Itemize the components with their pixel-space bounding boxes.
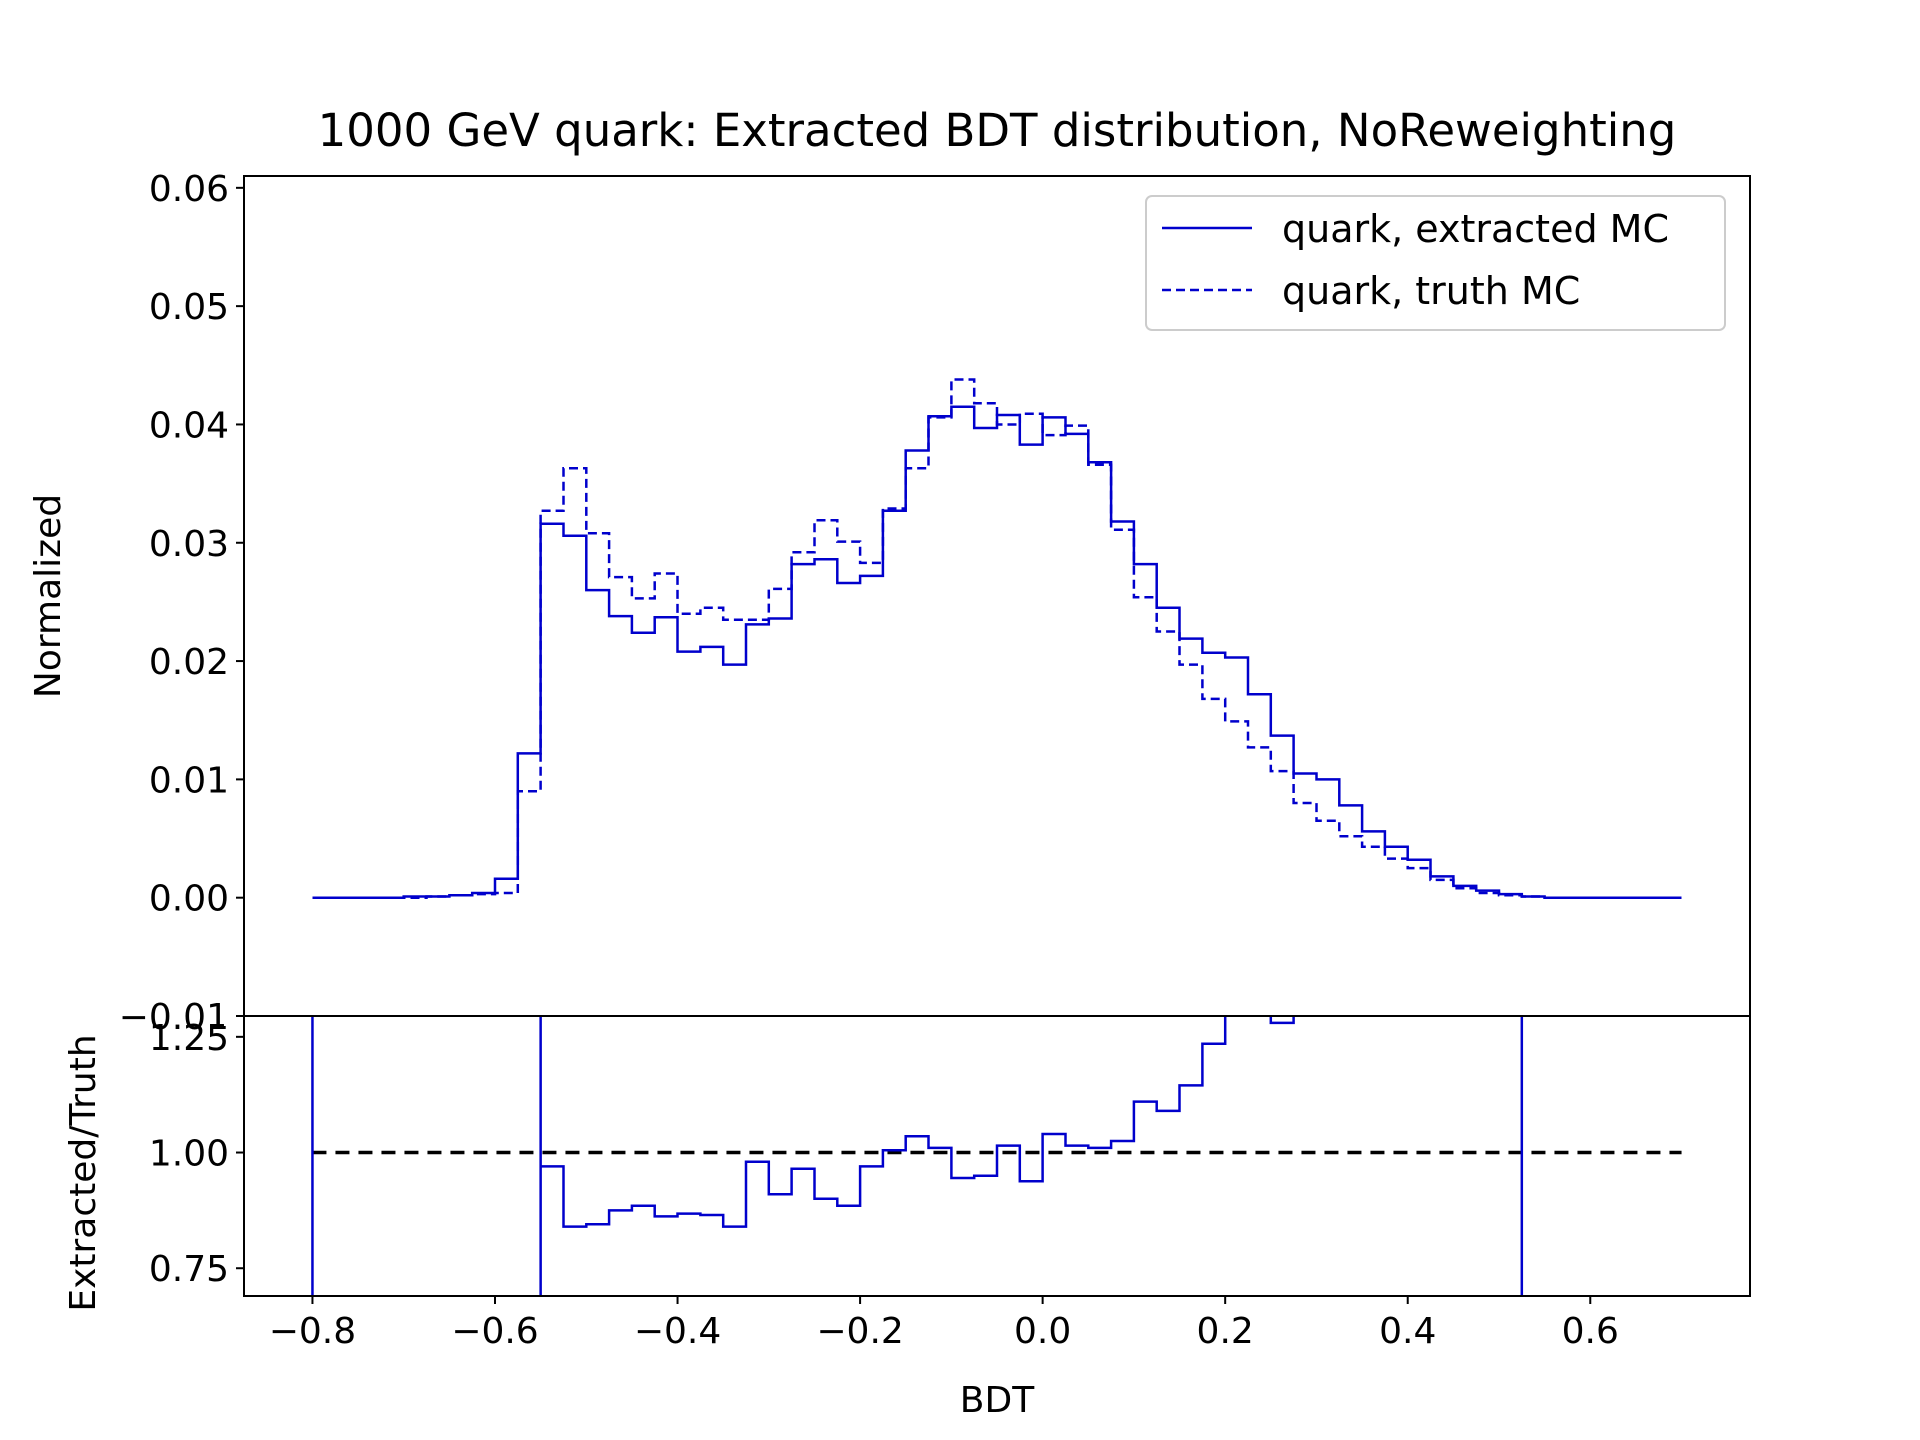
legend-label-truth: quark, truth MC xyxy=(1282,269,1580,313)
series-extracted-line xyxy=(312,405,1682,899)
y-tick-label: 0.01 xyxy=(149,760,229,801)
bottom-y-axis-label: Extracted/Truth xyxy=(63,1034,104,1311)
series-truth-line xyxy=(312,378,1682,899)
x-tick-label: 0.2 xyxy=(1197,1311,1254,1352)
chart-title: 1000 GeV quark: Extracted BDT distributi… xyxy=(318,104,1677,157)
bottom-axes-frame xyxy=(243,1015,1751,1297)
y-tick-label: 0.00 xyxy=(149,879,229,920)
legend-box xyxy=(1145,195,1726,331)
y-tick-label: 1.25 xyxy=(149,1018,229,1059)
top-y-axis-label: Normalized xyxy=(28,494,69,698)
top-panel: −0.01 0.00 0.01 0.02 0.03 0.04 0.05 0.06 Normal… xyxy=(28,169,1751,1038)
x-tick-label: −0.6 xyxy=(451,1311,538,1352)
y-tick-label: 0.04 xyxy=(149,405,229,446)
bottom-plot-area xyxy=(311,1016,1682,1296)
x-tick-label: 0.0 xyxy=(1014,1311,1071,1352)
legend-label-extracted: quark, extracted MC xyxy=(1282,207,1669,251)
y-tick-label: 0.75 xyxy=(149,1249,229,1290)
y-tick-label: 0.03 xyxy=(149,524,229,565)
x-tick-label: −0.8 xyxy=(269,1311,356,1352)
ratio-line xyxy=(540,1016,1295,1228)
x-tick-label: 0.4 xyxy=(1379,1311,1436,1352)
y-tick-label: 0.02 xyxy=(149,642,229,683)
y-tick-label: 0.05 xyxy=(149,287,229,328)
x-tick-label: −0.2 xyxy=(816,1311,903,1352)
x-tick-label: 0.6 xyxy=(1562,1311,1619,1352)
y-tick-label: 1.00 xyxy=(149,1134,229,1175)
bottom-panel: 0.75 1.00 1.25 −0.8 −0.6 −0.4 −0.2 0.0 0.2 0.4 0.… xyxy=(63,1015,1751,1421)
x-tick-label: −0.4 xyxy=(634,1311,721,1352)
x-axis-label: BDT xyxy=(960,1380,1035,1421)
top-plot-area xyxy=(312,378,1682,899)
bottom-y-axis-ticks: 0.75 1.00 1.25 xyxy=(149,1018,244,1290)
legend: quark, extracted MC quark, truth MC xyxy=(1145,195,1726,331)
top-y-axis-ticks: −0.01 0.00 0.01 0.02 0.03 0.04 0.05 0.06 xyxy=(119,169,244,1038)
x-axis-ticks: −0.8 −0.6 −0.4 −0.2 0.0 0.2 0.4 0.6 xyxy=(269,1296,1619,1352)
y-tick-label: 0.06 xyxy=(149,169,229,210)
y-tick-label: −0.01 xyxy=(119,997,229,1038)
